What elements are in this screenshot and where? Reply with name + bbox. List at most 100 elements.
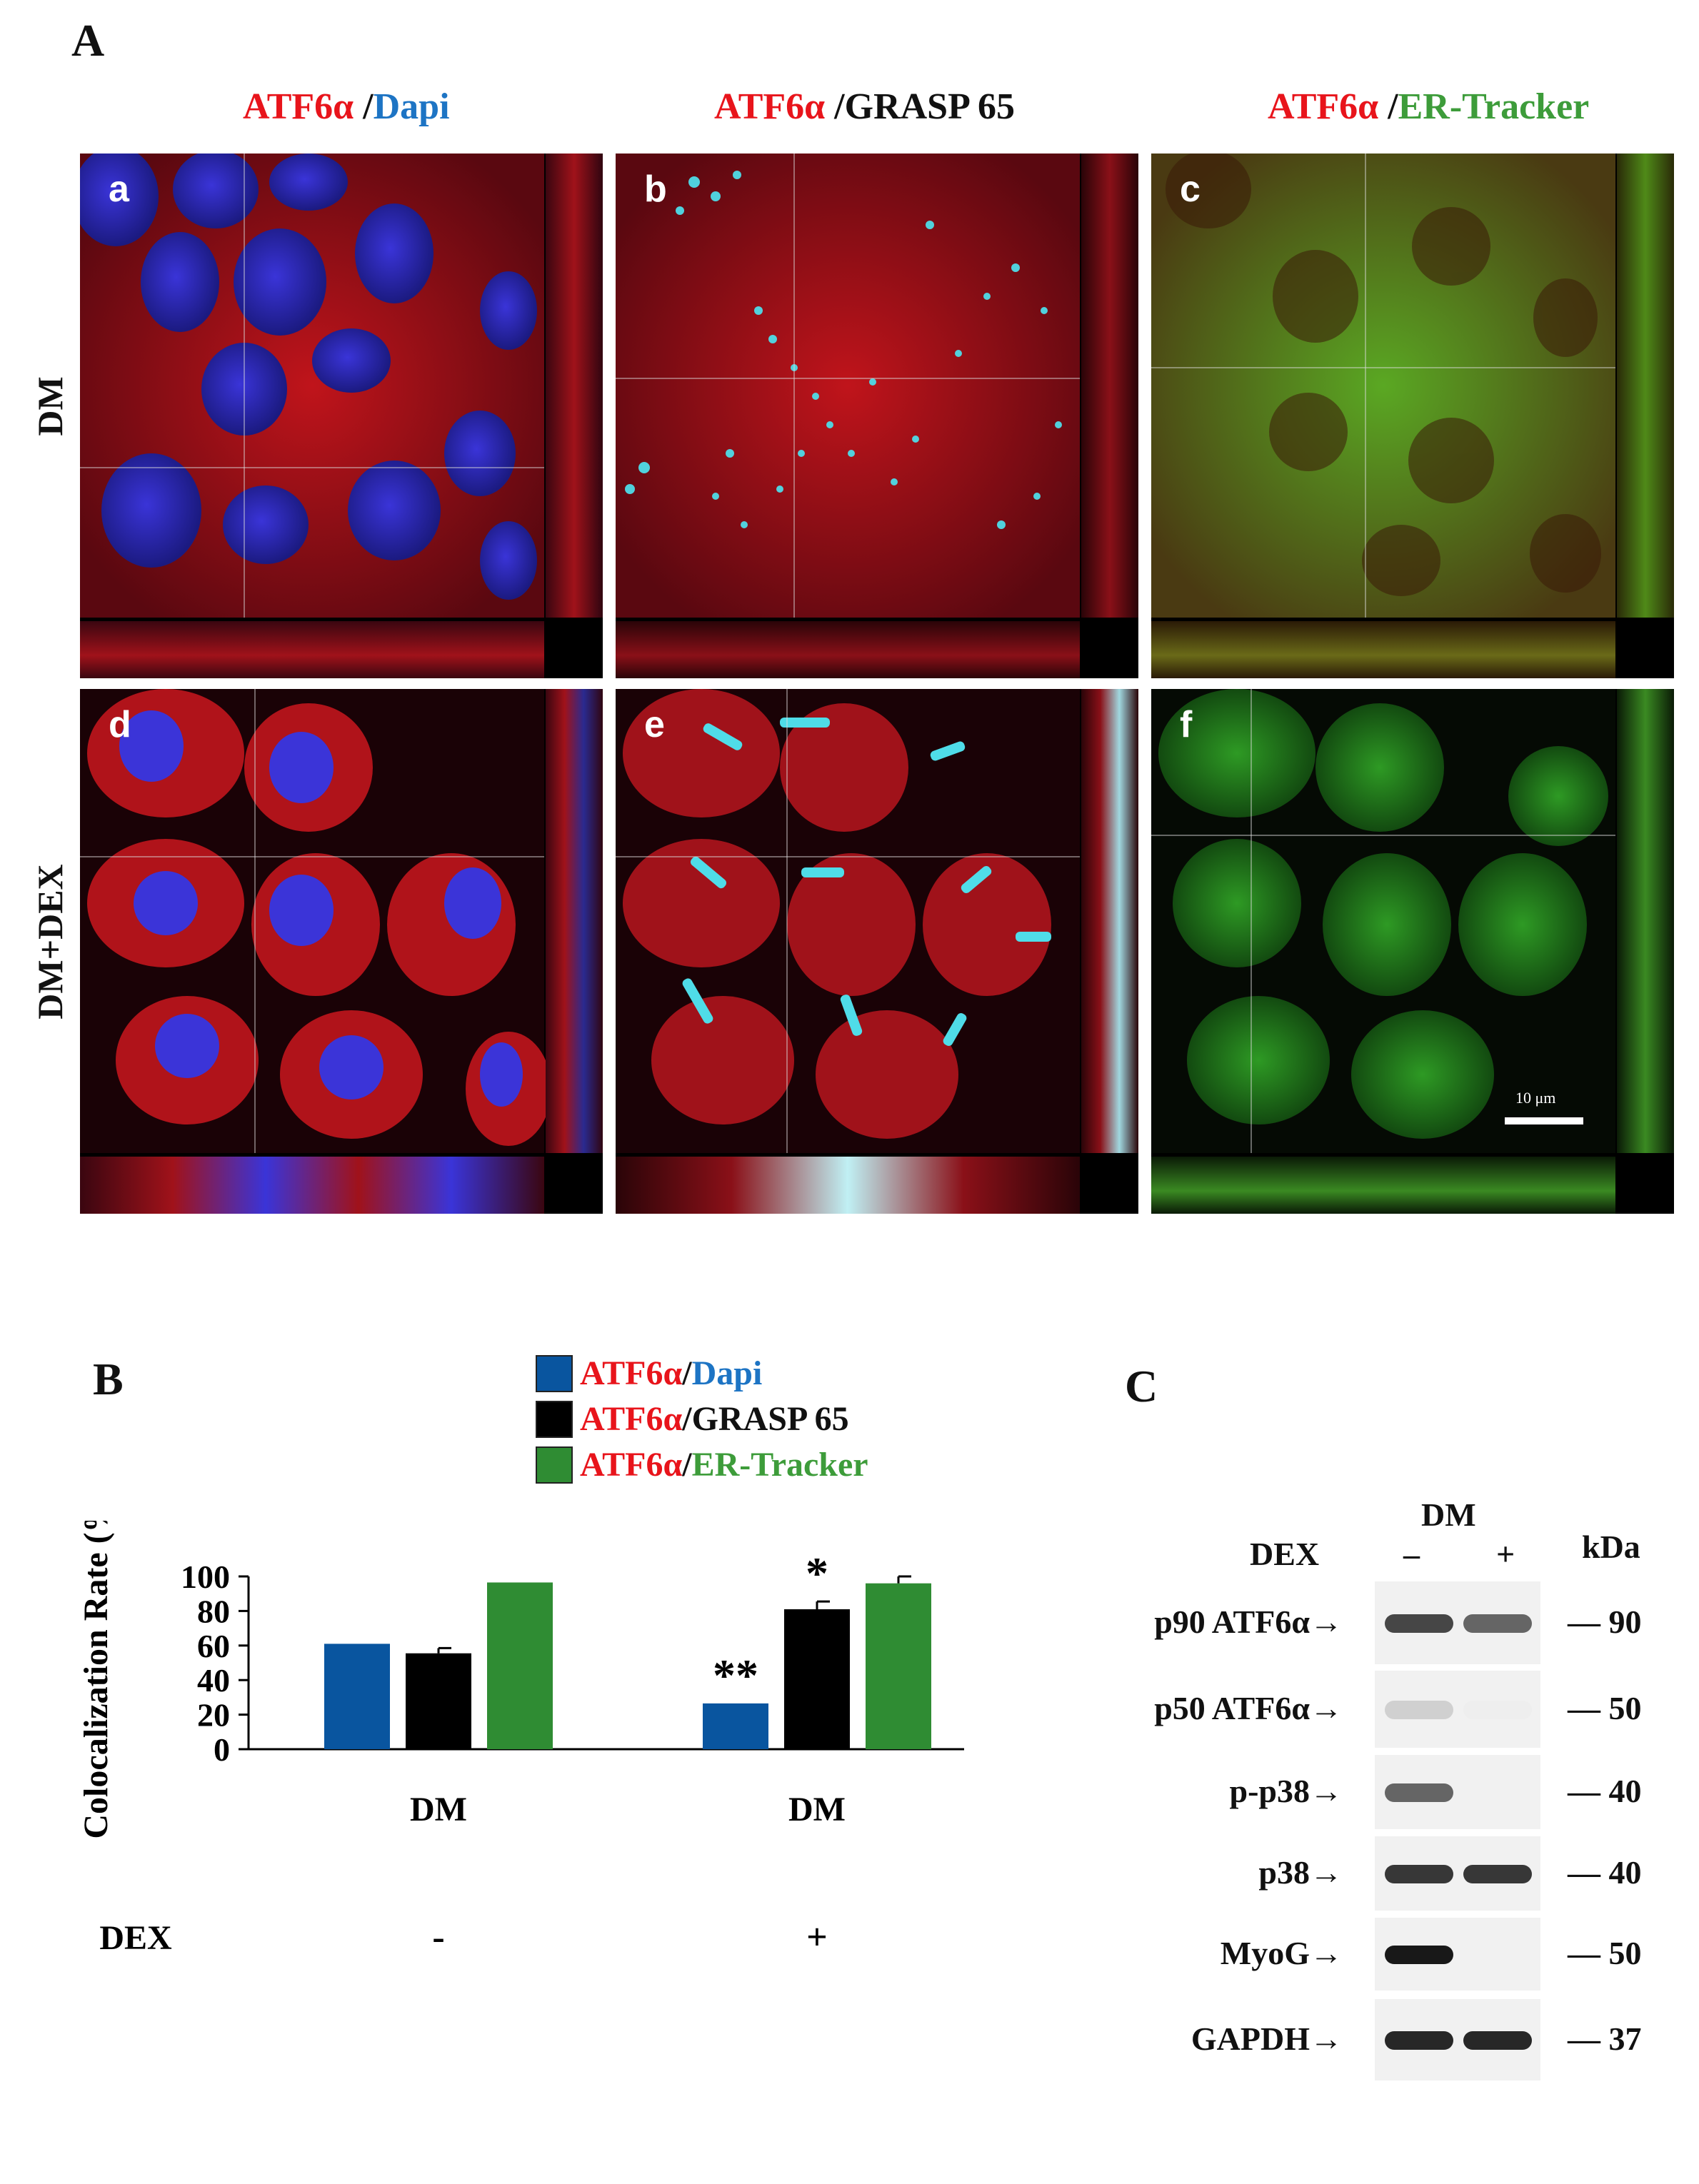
blot-kda: — 40 xyxy=(1568,1773,1642,1809)
legend-er: ER-Tracker xyxy=(691,1446,868,1484)
micrograph-b-image xyxy=(616,154,1080,618)
blot-label: p90 ATF6α→ xyxy=(1154,1604,1343,1640)
ortho-side-a xyxy=(546,154,603,618)
blot-band xyxy=(1385,1783,1453,1802)
blot-kda: — 37 xyxy=(1568,2021,1642,2057)
micrograph-f-image xyxy=(1151,689,1615,1153)
blot-kda: — 50 xyxy=(1568,1935,1642,1971)
blot-band xyxy=(1463,1865,1532,1883)
ortho-side-e xyxy=(1081,689,1138,1153)
x-category-label: DM xyxy=(788,1791,846,1828)
legend-atf6a: ATF6α xyxy=(580,1354,683,1392)
blot-kda: — 40 xyxy=(1568,1854,1642,1891)
micrograph-f: f 10 μm xyxy=(1151,689,1674,1214)
ortho-bottom-f xyxy=(1151,1157,1615,1214)
col-title-atf6a: ATF6α xyxy=(1268,86,1379,127)
dex-value: - xyxy=(432,1917,444,1958)
legend-item-grasp: ATF6α / GRASP 65 xyxy=(536,1399,849,1439)
panel-b-label: B xyxy=(93,1354,124,1404)
scale-bar xyxy=(1505,1117,1583,1124)
legend-atf6a: ATF6α xyxy=(580,1400,683,1438)
significance-mark: * xyxy=(806,1548,828,1599)
bar xyxy=(784,1609,850,1749)
row-title-dm: DM xyxy=(30,376,70,436)
panel-c-label: C xyxy=(1125,1361,1158,1411)
blot-kda: — 50 xyxy=(1568,1690,1642,1726)
legend-sep: / xyxy=(682,1446,692,1484)
legend-atf6a: ATF6α xyxy=(580,1446,683,1484)
bar xyxy=(406,1653,471,1749)
col-title-atf6a: ATF6α xyxy=(243,86,354,127)
blot-label: p38→ xyxy=(1258,1854,1343,1891)
bar xyxy=(324,1644,390,1749)
tile-letter-f: f xyxy=(1180,704,1193,745)
blot-band xyxy=(1385,1946,1453,1964)
y-tick-label: 20 xyxy=(197,1697,230,1733)
blot-band xyxy=(1385,1865,1453,1883)
micrograph-d: d xyxy=(80,689,603,1214)
micrograph-e-image xyxy=(616,689,1080,1153)
ortho-side-c xyxy=(1617,154,1674,618)
blot-kda: — 90 xyxy=(1568,1604,1642,1640)
blot-band xyxy=(1463,1783,1532,1802)
blot-band xyxy=(1463,1701,1532,1719)
legend-dapi: Dapi xyxy=(691,1354,763,1392)
micrograph-c-image xyxy=(1151,154,1615,618)
ortho-bottom-b xyxy=(616,621,1080,678)
scale-bar-label: 10 μm xyxy=(1515,1089,1556,1107)
dex-label: DEX xyxy=(1250,1536,1320,1572)
tile-letter-b: b xyxy=(644,168,667,210)
column-title-dapi: ATF6α /Dapi xyxy=(243,86,450,128)
blot-band xyxy=(1385,2031,1453,2050)
blot-band xyxy=(1385,1701,1453,1719)
tile-letter-e: e xyxy=(644,704,665,745)
ortho-bottom-c xyxy=(1151,621,1615,678)
lane-minus: – xyxy=(1403,1536,1420,1572)
ortho-bottom-d xyxy=(80,1157,544,1214)
tile-letter-c: c xyxy=(1180,168,1201,210)
significance-mark: ** xyxy=(713,1650,758,1701)
blot-label: p-p38→ xyxy=(1229,1773,1343,1809)
y-tick-label: 40 xyxy=(197,1662,230,1699)
dex-row-label: DEX xyxy=(99,1919,172,1957)
col-title-dapi: Dapi xyxy=(373,86,450,127)
blot-label: p50 ATF6α→ xyxy=(1154,1690,1343,1726)
micrograph-c: c xyxy=(1151,154,1674,678)
column-title-grasp: ATF6α /GRASP 65 xyxy=(714,86,1015,128)
micrograph-a-image xyxy=(80,154,544,618)
legend-swatch-grasp xyxy=(536,1400,573,1438)
bar xyxy=(703,1703,768,1749)
blot-band xyxy=(1463,1946,1532,1964)
blot-label: MyoG→ xyxy=(1220,1935,1343,1971)
col-title-sep: / xyxy=(825,86,845,127)
legend-item-er: ATF6α / ER-Tracker xyxy=(536,1445,868,1484)
kda-header: kDa xyxy=(1582,1529,1640,1565)
col-title-grasp: GRASP 65 xyxy=(844,86,1015,127)
micrograph-b: b xyxy=(616,154,1138,678)
micrograph-a: a xyxy=(80,154,603,678)
bar xyxy=(866,1583,931,1749)
lane-plus: + xyxy=(1496,1536,1515,1572)
micrograph-e: e xyxy=(616,689,1138,1214)
dm-label: DM xyxy=(1421,1496,1476,1533)
row-title-dm-dex: DM+DEX xyxy=(30,864,70,1020)
column-title-er: ATF6α /ER-Tracker xyxy=(1268,86,1589,128)
blot-band xyxy=(1463,2031,1532,2050)
col-title-sep: / xyxy=(1378,86,1398,127)
blot-band xyxy=(1463,1614,1532,1633)
ortho-side-d xyxy=(546,689,603,1153)
y-axis-label: Colocalization Rate (%) xyxy=(77,1521,115,1839)
legend-swatch-dapi xyxy=(536,1354,573,1392)
y-tick-label: 100 xyxy=(181,1559,230,1595)
blot-band xyxy=(1385,1614,1453,1633)
x-category-label: DM xyxy=(410,1791,467,1828)
ortho-bottom-a xyxy=(80,621,544,678)
col-title-er: ER-Tracker xyxy=(1398,86,1590,127)
tile-letter-d: d xyxy=(109,704,131,745)
ortho-side-f xyxy=(1617,689,1674,1153)
panel-a-label: A xyxy=(71,15,105,66)
blot-label: GAPDH→ xyxy=(1191,2021,1343,2057)
legend-sep: / xyxy=(682,1354,692,1392)
col-title-atf6a: ATF6α xyxy=(714,86,826,127)
legend-sep: / xyxy=(682,1400,692,1438)
